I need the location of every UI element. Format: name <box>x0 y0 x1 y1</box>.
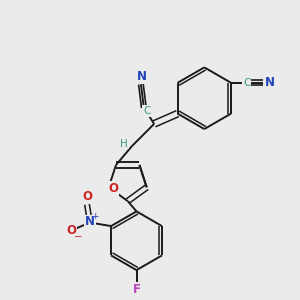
Text: O: O <box>82 190 92 202</box>
Text: C: C <box>143 106 151 116</box>
Text: +: + <box>91 212 98 220</box>
Text: N: N <box>266 76 275 89</box>
Text: N: N <box>136 70 146 83</box>
Text: H: H <box>120 139 128 148</box>
Text: C: C <box>243 78 250 88</box>
Text: O: O <box>108 182 118 195</box>
Text: O: O <box>66 224 76 237</box>
Text: F: F <box>133 283 140 296</box>
Text: −: − <box>74 232 82 242</box>
Text: N: N <box>85 215 95 229</box>
